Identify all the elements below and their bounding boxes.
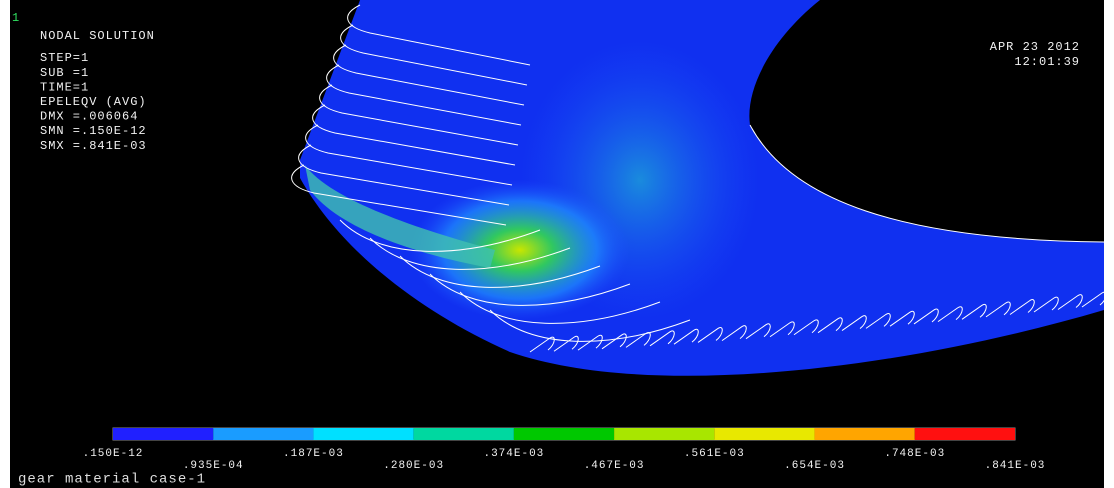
legend-label: .935E-04 (183, 460, 244, 472)
status-line: STEP=1 (40, 51, 89, 65)
legend-label: .748E-03 (884, 448, 945, 460)
legend-label: .467E-03 (584, 460, 645, 472)
legend-label: .654E-03 (784, 460, 845, 472)
legend-band (514, 428, 614, 440)
status-line: SUB =1 (40, 66, 89, 80)
caption: gear material case-1 (18, 472, 206, 488)
legend-band (414, 428, 514, 440)
legend-band (213, 428, 313, 440)
legend-band (714, 428, 814, 440)
legend-band (113, 428, 213, 440)
status-line: EPELEQV (AVG) (40, 95, 147, 109)
window-number: 1 (12, 11, 20, 25)
legend-label: .374E-03 (483, 448, 544, 460)
legend-label: .280E-03 (383, 460, 444, 472)
page: {"header": {"window_number": "1", "title… (0, 0, 1114, 488)
plot-title: NODAL SOLUTION (40, 29, 155, 43)
status-line: SMN =.150E-12 (40, 124, 147, 138)
legend-band (815, 428, 915, 440)
legend-band (614, 428, 714, 440)
legend-label: .187E-03 (283, 448, 344, 460)
time: 12:01:39 (1014, 55, 1080, 69)
legend-band (915, 428, 1015, 440)
legend-label: .150E-12 (83, 448, 144, 460)
legend-label: .561E-03 (684, 448, 745, 460)
date: APR 23 2012 (990, 40, 1080, 54)
status-line: TIME=1 (40, 80, 89, 94)
status-line: DMX =.006064 (40, 110, 138, 124)
status-line: SMX =.841E-03 (40, 139, 147, 153)
legend-band (313, 428, 413, 440)
viewport: 1 NODAL SOLUTION APR 23 2012 12:01:39 ge… (0, 0, 1114, 488)
legend-label: .841E-03 (985, 460, 1046, 472)
